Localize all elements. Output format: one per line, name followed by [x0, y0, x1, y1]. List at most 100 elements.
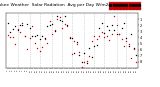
Point — [115, 33, 118, 34]
Point — [14, 44, 16, 45]
Point — [58, 19, 61, 21]
Point — [110, 24, 113, 26]
Point — [125, 37, 128, 38]
Point — [61, 27, 63, 29]
Point — [78, 52, 81, 53]
Point — [31, 25, 34, 27]
Point — [93, 46, 96, 47]
Point — [100, 22, 103, 23]
Point — [120, 38, 123, 40]
Point — [86, 60, 88, 62]
Point — [73, 40, 76, 42]
Point — [11, 28, 14, 29]
Point — [51, 23, 53, 25]
Point — [46, 25, 48, 26]
Point — [135, 61, 138, 62]
Point — [88, 55, 91, 56]
Point — [123, 23, 125, 24]
Point — [48, 24, 51, 25]
Point — [66, 25, 68, 27]
Point — [132, 5, 134, 6]
Point — [96, 38, 98, 39]
Point — [9, 36, 11, 37]
Point — [29, 37, 31, 38]
Point — [138, 7, 140, 9]
Point — [98, 35, 100, 37]
Point — [41, 46, 44, 48]
Point — [76, 43, 78, 45]
Point — [71, 53, 73, 55]
Point — [66, 24, 68, 26]
Point — [100, 31, 103, 33]
Point — [19, 32, 21, 33]
Point — [135, 5, 137, 6]
Point — [108, 29, 110, 30]
Text: Milwaukee Weather  Solar Radiation  Avg per Day W/m2/minute: Milwaukee Weather Solar Radiation Avg pe… — [0, 3, 126, 7]
Point — [132, 7, 134, 9]
Point — [56, 18, 58, 19]
Point — [24, 35, 26, 37]
Point — [110, 33, 113, 35]
Point — [34, 42, 36, 44]
Point — [16, 28, 19, 30]
Point — [138, 5, 140, 6]
Point — [96, 44, 98, 46]
Point — [76, 42, 78, 43]
Point — [113, 15, 115, 17]
Point — [6, 34, 9, 36]
Point — [105, 25, 108, 27]
Point — [116, 7, 118, 9]
Point — [116, 5, 118, 6]
Point — [44, 38, 46, 39]
Point — [98, 27, 100, 29]
Point — [119, 7, 121, 9]
Point — [133, 48, 135, 50]
Point — [58, 16, 61, 17]
Point — [135, 54, 138, 56]
Point — [122, 7, 124, 9]
Point — [21, 22, 24, 24]
Point — [109, 7, 112, 9]
Point — [88, 48, 91, 49]
Point — [128, 7, 131, 9]
Point — [130, 57, 133, 58]
Point — [105, 36, 108, 37]
Point — [14, 25, 16, 26]
Point — [36, 48, 39, 49]
Point — [103, 36, 105, 38]
Point — [125, 5, 128, 6]
Point — [26, 48, 29, 50]
Point — [63, 15, 66, 17]
Point — [109, 5, 112, 6]
Point — [56, 15, 58, 17]
Point — [78, 54, 81, 56]
Point — [130, 33, 133, 35]
Point — [133, 48, 135, 49]
Point — [128, 45, 130, 47]
Point — [91, 40, 93, 41]
Point — [122, 5, 124, 6]
Point — [21, 25, 24, 26]
Point — [9, 32, 11, 33]
Point — [46, 42, 48, 44]
Point — [48, 20, 51, 21]
Point — [68, 37, 71, 38]
Point — [103, 32, 105, 34]
Point — [11, 36, 14, 38]
Point — [118, 33, 120, 35]
Point — [68, 37, 71, 38]
Point — [39, 38, 41, 39]
Point — [119, 5, 121, 6]
Point — [31, 36, 34, 37]
Point — [125, 7, 128, 9]
Point — [53, 29, 56, 30]
Point — [86, 62, 88, 64]
Point — [73, 52, 76, 54]
Point — [29, 28, 31, 29]
Point — [112, 7, 115, 9]
Point — [63, 23, 66, 25]
Point — [125, 40, 128, 41]
Point — [115, 25, 118, 26]
Point — [53, 30, 56, 32]
Point — [34, 35, 36, 37]
